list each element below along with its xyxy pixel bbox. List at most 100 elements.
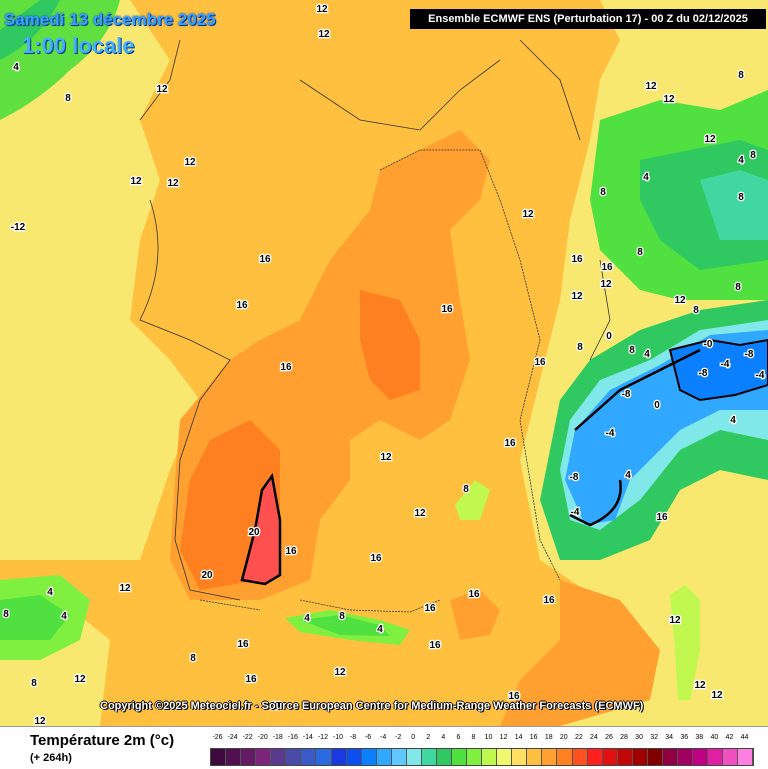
legend-scale-label: -16: [287, 734, 298, 741]
legend-title: Température 2m (°c): [30, 732, 175, 749]
temperature-label: 12: [130, 176, 142, 187]
legend-color-swatch: [391, 749, 407, 765]
temperature-label: 12: [380, 452, 392, 463]
legend-color-swatch: [497, 749, 513, 765]
temperature-label: 4: [61, 611, 67, 622]
legend-color-swatch: [708, 749, 724, 765]
legend-scale-label: 4: [441, 734, 446, 741]
legend-color-swatch: [693, 749, 709, 765]
temperature-label: 12: [600, 279, 612, 290]
temperature-label: 16: [601, 262, 613, 273]
legend-scale-label: -18: [272, 734, 283, 741]
legend-color-swatch: [331, 749, 347, 765]
temperature-label: 16: [571, 254, 583, 265]
legend-color-swatch: [662, 749, 678, 765]
country-borders: [199, 149, 561, 613]
legend-scale-label: 22: [574, 734, 583, 741]
legend-scale-label: -24: [227, 734, 238, 741]
temperature-label: 8: [738, 70, 744, 81]
temperature-label: 8: [339, 611, 345, 622]
legend-color-swatch: [301, 749, 317, 765]
zone-hot-southwest: [240, 472, 282, 586]
temperature-label: 12: [674, 295, 686, 306]
legend-scale-label: 18: [544, 734, 553, 741]
temperature-label: 8: [190, 653, 196, 664]
temperature-label: 20: [248, 527, 260, 538]
legend-color-swatch: [421, 749, 437, 765]
temperature-label: 12: [571, 291, 583, 302]
temperature-label: 16: [259, 254, 271, 265]
temperature-label: 8: [735, 282, 741, 293]
legend-scale-label: 2: [426, 734, 431, 741]
temperature-label: 8: [577, 342, 583, 353]
temperature-label: 12: [645, 81, 657, 92]
temperature-label: 16: [441, 304, 453, 315]
legend-color-swatch: [316, 749, 332, 765]
forecast-local-time: 1:00 locale: [22, 33, 135, 58]
legend-scale-label: 10: [484, 734, 493, 741]
legend-scale-label: 38: [695, 734, 704, 741]
legend-scale-label: 20: [559, 734, 568, 741]
legend-color-swatch: [271, 749, 287, 765]
legend-color-swatch: [256, 749, 272, 765]
legend-color-swatch: [723, 749, 739, 765]
legend-scale-label: -6: [364, 734, 372, 741]
legend-scale-labels: -26 -24 -22 -20 -18 -16 -14 -12 -10 -8 -6 -4 -2 0 2 4 6 8…: [206, 734, 756, 746]
temperature-label: 12: [74, 674, 86, 685]
temperature-label: 8: [693, 305, 699, 316]
temperature-label: 4: [625, 470, 631, 481]
temperature-label: 16: [237, 639, 249, 650]
legend-scale-label: -10: [332, 734, 344, 741]
temperature-label: 16: [543, 595, 555, 606]
temperature-label: 8: [463, 484, 469, 495]
legend-scale-label: -4: [380, 734, 387, 741]
legend-color-swatch: [361, 749, 377, 765]
temperature-label: -12: [11, 222, 26, 233]
temperature-label: 8: [31, 678, 37, 689]
temperature-label: 8: [629, 345, 635, 356]
temperature-label: 4: [738, 155, 744, 166]
legend-color-swatch: [436, 749, 452, 765]
temperature-label: 8: [3, 609, 9, 620]
legend-color-swatch: [677, 749, 693, 765]
legend-scale-label: 28: [620, 734, 628, 741]
temperature-label: 20: [201, 570, 213, 581]
temperature-label: -8: [622, 389, 631, 400]
legend-scale-label: 24: [590, 734, 598, 741]
legend-scale-label: 14: [514, 734, 523, 741]
legend-color-swatch: [647, 749, 663, 765]
temperature-label: 4: [47, 587, 53, 598]
legend-color-swatch: [587, 749, 603, 765]
temperature-label: 16: [280, 362, 292, 373]
legend-color-swatch: [738, 749, 754, 765]
temperature-label: 16: [236, 300, 248, 311]
legend-scale-label: 16: [529, 734, 538, 741]
temperature-label: 16: [370, 553, 382, 564]
temperature-label: 8: [750, 150, 756, 161]
temperature-label: 16: [508, 691, 520, 702]
legend-scale-label: 26: [605, 734, 613, 741]
temperature-label: 12: [711, 690, 723, 701]
legend-color-swatch: [467, 749, 483, 765]
temperature-label: 12: [694, 680, 706, 691]
legend-scale-label: -8: [349, 734, 357, 741]
temperature-label: 12: [156, 84, 168, 95]
temperature-label: 16: [504, 438, 516, 449]
coastlines: [139, 39, 611, 601]
temperature-label: 4: [377, 624, 383, 635]
legend-color-scale: [210, 748, 754, 766]
legend-scale-label: 30: [635, 734, 643, 741]
temperature-label: 8: [600, 187, 606, 198]
legend-scale-label: 42: [725, 734, 734, 741]
legend-color-swatch: [346, 749, 362, 765]
temperature-label: 12: [184, 157, 196, 168]
legend-color-swatch: [211, 749, 227, 765]
temperature-label: -0: [704, 339, 713, 350]
legend-scale-label: -2: [395, 734, 402, 741]
temperature-label: 8: [65, 93, 71, 104]
temperature-label: -4: [721, 359, 730, 370]
temperature-label: 16: [245, 674, 257, 685]
temperature-label: 4: [13, 62, 19, 73]
forecast-date: Samedi 13 décembre 2025: [4, 10, 216, 29]
